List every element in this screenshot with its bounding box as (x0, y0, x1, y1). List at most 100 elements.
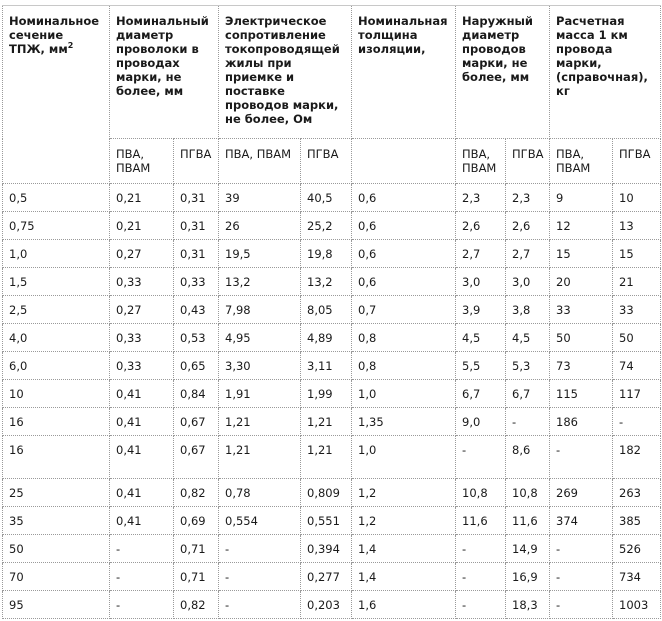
cell-outer-pgva: 8,6 (505, 435, 551, 479)
cell-insulation: 1,4 (351, 534, 457, 563)
cell-section: 1,5 (2, 267, 110, 296)
cell-outer-pgva: 3,0 (505, 267, 551, 296)
cell-mass-pva: 115 (549, 379, 614, 408)
cell-res-pva: 7,98 (218, 295, 302, 324)
cell-mass-pva: 9 (549, 183, 614, 212)
cell-mass-pva: - (549, 534, 614, 563)
cell-wire-pva: 0,27 (109, 295, 174, 324)
cell-wire-pgva: 0,67 (172, 407, 220, 436)
table-row: 25 0,41 0,82 0,78 0,809 1,2 10,8 10,8 269 263 (2, 478, 662, 507)
subheader-mass-pgva: ПГВА (612, 138, 662, 184)
table-row: 1,0 0,27 0,31 19,5 19,8 0,6 2,7 2,7 15 15 (2, 239, 662, 268)
cell-wire-pva: 0,41 (109, 478, 174, 507)
table-row: 1,5 0,33 0,33 13,2 13,2 0,6 3,0 3,0 20 21 (2, 267, 662, 296)
cell-res-pva: 19,5 (218, 239, 302, 268)
cell-wire-pgva: 0,31 (172, 183, 220, 212)
cell-res-pgva: 0,203 (300, 590, 353, 619)
table-row: 16 0,41 0,67 1,21 1,21 1,35 9,0-186- (2, 407, 662, 436)
cell-insulation: 1,6 (351, 590, 457, 619)
header-outer-diameter: Наружный диаметр проводов марки, не боле… (455, 5, 551, 139)
table-row: 0,75 0,21 0,31 26 25,2 0,6 2,6 2,6 12 13 (2, 211, 662, 240)
cell-wire-pgva: 0,53 (172, 323, 220, 352)
header-insulation: Номинальная толщина изоляции, (351, 5, 457, 139)
cell-outer-pgva: 14,9 (505, 534, 551, 563)
cell-res-pgva: 0,394 (300, 534, 353, 563)
cell-res-pva: 1,91 (218, 379, 302, 408)
header-wire-diameter: Номинальный диаметр проволоки в проводах… (108, 5, 220, 139)
cell-outer-pva: - (455, 562, 507, 591)
cell-wire-pgva: 0,31 (172, 211, 220, 240)
cell-res-pgva: 0,277 (300, 562, 353, 591)
cell-outer-pva: 11,6 (455, 506, 507, 535)
cell-mass-pgva: 50 (612, 323, 662, 352)
table-row: 0,5 0,21 0,31 39 40,5 0,6 2,3 2,3 9 10 (2, 183, 662, 212)
cell-outer-pva: 2,6 (455, 211, 507, 240)
cell-wire-pgva: 0,82 (172, 590, 220, 619)
cell-wire-pva: 0,33 (109, 267, 174, 296)
cell-mass-pgva: 182 (612, 435, 662, 479)
cell-res-pva: - (218, 534, 302, 563)
cell-mass-pgva: 734 (612, 562, 662, 591)
cell-mass-pgva: 21 (612, 267, 662, 296)
cell-section: 6,0 (2, 351, 110, 380)
cell-section: 0,75 (2, 211, 110, 240)
cell-mass-pgva: - (612, 407, 662, 436)
subheader-wire-pgva: ПГВА (172, 138, 220, 184)
cell-res-pgva: 1,99 (300, 379, 353, 408)
cell-res-pgva: 13,2 (300, 267, 353, 296)
cell-insulation: 0,6 (351, 211, 457, 240)
cell-res-pva: 1,21 (218, 407, 302, 436)
cell-outer-pva: - (455, 590, 507, 619)
cell-wire-pva: 0,41 (109, 506, 174, 535)
cell-insulation: 1,0 (351, 435, 457, 479)
table-row: 6,0 0,33 0,65 3,30 3,11 0,8 5,5 5,3 73 74 (2, 351, 662, 380)
cell-section: 25 (2, 478, 110, 507)
cell-mass-pgva: 15 (612, 239, 662, 268)
cell-res-pgva: 0,551 (300, 506, 353, 535)
cell-section: 10 (2, 379, 110, 408)
subheader-res-pgva: ПГВА (300, 138, 353, 184)
table-row: 70-0,71-0,277 1,4-16,9-734 (2, 562, 662, 591)
cell-insulation: 0,8 (351, 323, 457, 352)
cell-section: 16 (2, 435, 110, 479)
cell-outer-pgva: 5,3 (505, 351, 551, 380)
header-row: Номинальное сечение ТПЖ, мм2 Номинальный… (2, 5, 662, 184)
cell-wire-pva: 0,21 (109, 211, 174, 240)
cell-mass-pgva: 263 (612, 478, 662, 507)
cell-outer-pva: - (455, 534, 507, 563)
cell-mass-pva: 50 (549, 323, 614, 352)
cell-res-pva: 0,78 (218, 478, 302, 507)
cell-res-pgva: 0,809 (300, 478, 353, 507)
cell-wire-pva: - (109, 562, 174, 591)
cell-section: 50 (2, 534, 110, 563)
cell-mass-pva: - (549, 435, 614, 479)
cell-section: 0,5 (2, 183, 110, 212)
cell-outer-pgva: 2,7 (505, 239, 551, 268)
cell-outer-pgva: 3,8 (505, 295, 551, 324)
cell-insulation: 0,8 (351, 351, 457, 380)
cell-mass-pgva: 117 (612, 379, 662, 408)
cell-outer-pgva: 2,3 (505, 183, 551, 212)
cell-mass-pgva: 10 (612, 183, 662, 212)
cell-wire-pva: 0,41 (109, 435, 174, 479)
table-row: 4,0 0,33 0,53 4,95 4,89 0,8 4,5 4,5 50 50 (2, 323, 662, 352)
cell-outer-pgva: 2,6 (505, 211, 551, 240)
subheader-wire-pva: ПВА, ПВАМ (109, 138, 174, 184)
header-section: Номинальное сечение ТПЖ, мм2 (2, 5, 110, 184)
cell-outer-pva: 2,3 (455, 183, 507, 212)
cell-wire-pva: 0,33 (109, 323, 174, 352)
cell-mass-pva: 73 (549, 351, 614, 380)
cell-mass-pva: 269 (549, 478, 614, 507)
cell-mass-pgva: 1003 (612, 590, 662, 619)
cell-insulation: 1,2 (351, 478, 457, 507)
cell-wire-pgva: 0,69 (172, 506, 220, 535)
cell-insulation: 1,4 (351, 562, 457, 591)
cell-mass-pva: 20 (549, 267, 614, 296)
cell-wire-pva: 0,27 (109, 239, 174, 268)
cell-mass-pva: - (549, 590, 614, 619)
cell-section: 4,0 (2, 323, 110, 352)
cell-res-pgva: 25,2 (300, 211, 353, 240)
cell-mass-pgva: 74 (612, 351, 662, 380)
cell-mass-pva: 186 (549, 407, 614, 436)
